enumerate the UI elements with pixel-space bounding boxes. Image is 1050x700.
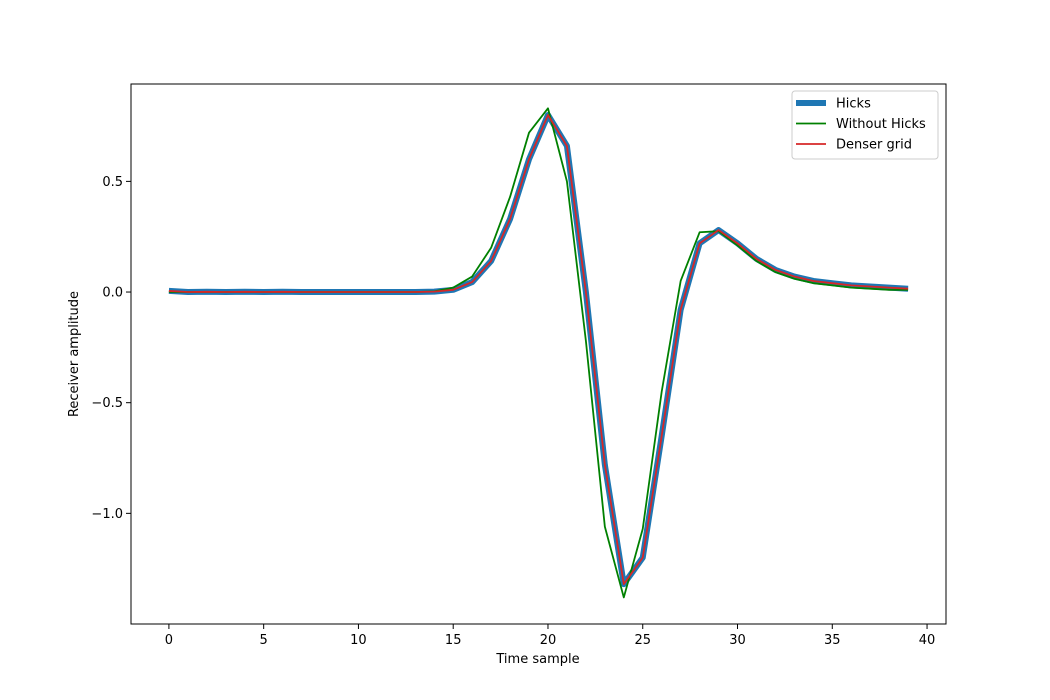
legend-label-1: Without Hicks <box>836 117 926 132</box>
x-axis: 0 5 10 15 20 25 30 35 40 <box>165 624 936 648</box>
x-tick-label: 20 <box>540 633 557 648</box>
x-tick-label: 15 <box>445 633 462 648</box>
series-line-2 <box>168 114 909 586</box>
x-tick-label: 35 <box>824 633 841 648</box>
y-axis: −1.0 −0.5 0.0 0.5 <box>91 175 131 522</box>
series-line-0 <box>168 111 909 588</box>
legend-label-2: Denser grid <box>836 138 912 153</box>
legend-box <box>791 90 939 160</box>
y-axis-label: Receiver amplitude <box>67 291 82 417</box>
y-tick-label: 0.5 <box>102 175 123 190</box>
plot-frame <box>130 83 947 625</box>
x-tick-label: 5 <box>260 633 268 648</box>
series-layer <box>168 107 909 599</box>
legend-label-0: Hicks <box>836 97 871 112</box>
y-tick-label: −1.0 <box>91 507 123 522</box>
legend: Hicks Without Hicks Denser grid <box>791 90 939 160</box>
x-tick-label: 10 <box>350 633 367 648</box>
x-tick-label: 0 <box>165 633 173 648</box>
x-tick-label: 40 <box>919 633 936 648</box>
y-tick-label: −0.5 <box>91 396 123 411</box>
x-tick-label: 25 <box>634 633 651 648</box>
series-line-1 <box>168 107 909 599</box>
x-tick-label: 30 <box>729 633 746 648</box>
x-axis-label: Time sample <box>495 652 579 667</box>
y-tick-label: 0.0 <box>102 286 123 301</box>
